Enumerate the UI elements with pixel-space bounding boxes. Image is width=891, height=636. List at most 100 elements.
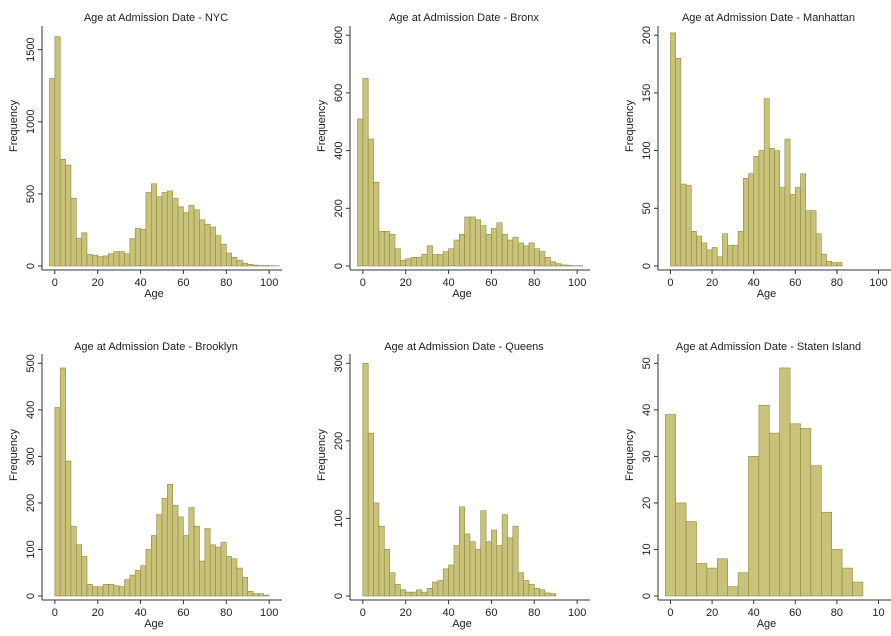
- x-tick-label: 60: [789, 607, 801, 619]
- y-tick-label: 0: [25, 263, 37, 269]
- x-tick-label: 80: [528, 607, 540, 619]
- histogram-bar: [827, 261, 832, 266]
- histogram-bar: [769, 433, 779, 596]
- histogram-bar: [702, 243, 707, 266]
- histogram-bar: [237, 568, 242, 596]
- y-tick-label: 100: [641, 141, 653, 159]
- histogram-bar: [363, 79, 368, 267]
- histogram-bar: [821, 512, 831, 596]
- chart-title: Age at Admission Date - Queens: [384, 341, 544, 353]
- histogram-bar: [237, 260, 242, 266]
- histogram-bar: [518, 243, 523, 266]
- histogram-bar: [497, 223, 502, 266]
- x-tick-label: 20: [706, 607, 718, 619]
- x-tick-label: 100: [869, 277, 887, 289]
- histogram-bar: [50, 79, 55, 267]
- histogram-bar: [728, 245, 733, 266]
- x-tick-label: 100: [568, 607, 586, 619]
- y-axis-label: Frequency: [624, 429, 636, 481]
- histogram-bar: [178, 207, 183, 266]
- histogram-bar: [216, 547, 221, 596]
- histogram-bar: [433, 582, 438, 596]
- histogram-bar: [811, 211, 816, 266]
- x-tick-label: 60: [789, 277, 801, 289]
- x-tick-label: 20: [92, 607, 104, 619]
- histogram-bar: [743, 178, 748, 266]
- histogram-bar: [801, 428, 811, 596]
- y-tick-label: 150: [641, 84, 653, 102]
- histogram-bar: [759, 405, 769, 596]
- histogram-bar: [194, 526, 199, 596]
- histogram-bar: [167, 484, 172, 596]
- histogram-bar: [379, 526, 384, 596]
- histogram-bar: [686, 185, 691, 266]
- x-tick-label: 20: [92, 277, 104, 289]
- histogram-bar: [438, 580, 443, 596]
- histogram-bar: [749, 456, 759, 596]
- histogram-bar: [801, 174, 806, 266]
- histogram-bar: [194, 210, 199, 266]
- y-tick-label: 1500: [25, 37, 37, 61]
- histogram-bar: [670, 33, 675, 266]
- histogram-bar: [832, 549, 842, 596]
- histogram-bar: [400, 590, 405, 596]
- histogram-bar: [92, 255, 97, 266]
- y-tick-label: 40: [641, 404, 653, 416]
- histogram-bar: [125, 580, 130, 596]
- histogram-bar: [130, 575, 135, 596]
- histogram-bar: [55, 408, 60, 596]
- histogram-bar: [764, 99, 769, 266]
- histogram-bar: [226, 253, 231, 266]
- histogram-bar: [406, 592, 411, 596]
- histogram-bar: [264, 595, 269, 596]
- histogram-bar: [379, 231, 384, 266]
- chart-title: Age at Admission Date - Manhattan: [682, 12, 855, 24]
- histogram-bar: [71, 526, 76, 596]
- histogram-bar: [146, 192, 151, 266]
- histogram-bar: [60, 368, 65, 596]
- histogram-bar: [749, 174, 754, 266]
- histogram-bar: [221, 244, 226, 266]
- histogram-bar: [518, 573, 523, 596]
- histogram-bar: [358, 119, 363, 266]
- histogram-bar: [368, 139, 373, 266]
- histogram-bar: [232, 559, 237, 596]
- histogram-bar: [769, 148, 774, 266]
- y-tick-label: 300: [333, 354, 345, 372]
- histogram-bar: [832, 263, 837, 266]
- x-tick-label: 0: [360, 277, 366, 289]
- x-tick-label: 0: [52, 607, 58, 619]
- histogram-bar: [534, 588, 539, 596]
- histogram-bar: [92, 587, 97, 596]
- histogram-bar: [253, 594, 258, 596]
- histogram-bar: [82, 233, 87, 266]
- y-tick-label: 500: [25, 354, 37, 372]
- histogram-bar: [151, 536, 156, 597]
- histogram-bar: [103, 256, 108, 266]
- x-tick-label: 10: [872, 607, 884, 619]
- histogram-bar: [816, 234, 821, 266]
- histogram-bar: [712, 248, 717, 266]
- y-tick-label: 0: [25, 593, 37, 599]
- histogram-bar: [76, 239, 81, 266]
- y-tick-label: 0: [641, 263, 653, 269]
- y-tick-label: 300: [25, 447, 37, 465]
- histogram-bar: [454, 546, 459, 596]
- histogram-bar: [114, 586, 119, 596]
- histogram-bar: [406, 259, 411, 266]
- y-tick-label: 400: [25, 401, 37, 419]
- x-tick-label: 80: [220, 607, 232, 619]
- histogram-bar: [728, 587, 738, 596]
- histogram-bar: [454, 240, 459, 266]
- histogram-bar: [561, 265, 566, 266]
- histogram-bar: [443, 569, 448, 596]
- x-tick-label: 0: [667, 607, 673, 619]
- histogram-bar: [465, 217, 470, 266]
- histogram-bar: [374, 503, 379, 596]
- histogram-bar: [178, 517, 183, 596]
- y-tick-label: 200: [25, 494, 37, 512]
- histogram-bar: [696, 563, 706, 596]
- y-tick-label: 0: [333, 593, 345, 599]
- histogram-bar: [795, 188, 800, 266]
